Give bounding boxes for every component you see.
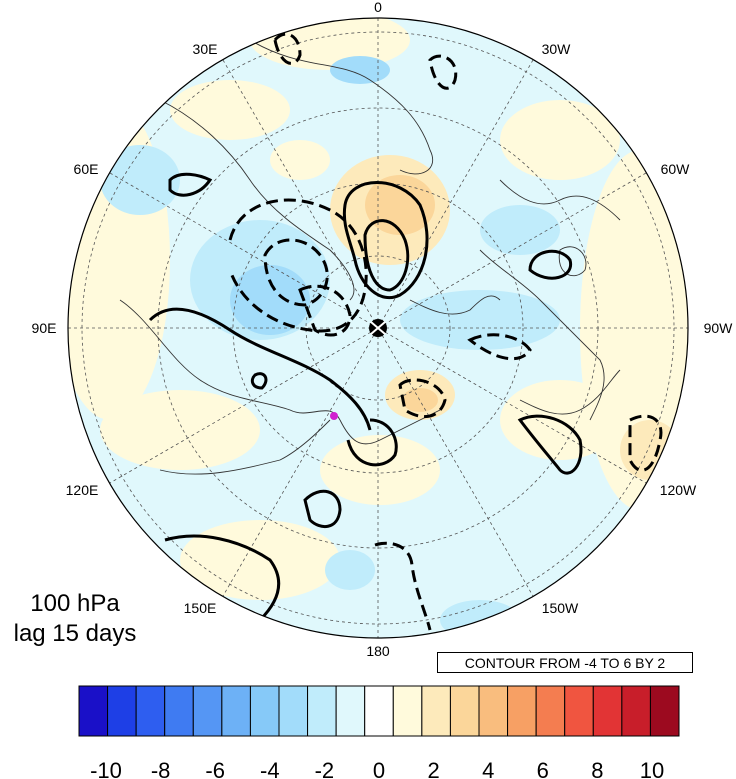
colorbar-box: [592, 685, 623, 737]
colorbar-box: [164, 685, 194, 737]
colorbar-box: [507, 685, 537, 737]
lon-label-150E: 150E: [184, 600, 217, 616]
title-line-lag: lag 15 days: [13, 620, 137, 647]
colorbar-tick-label: 10: [640, 758, 664, 779]
colorbar-tick-label: -10: [90, 758, 122, 779]
colorbar-box: [107, 685, 137, 737]
colorbar-tick-label: 0: [373, 758, 385, 779]
colorbar-box: [78, 685, 109, 737]
lon-label-60W: 60W: [661, 161, 691, 177]
colorbar-box: [421, 685, 451, 737]
graticule: [68, 18, 688, 638]
colorbar-box: [364, 685, 394, 737]
lon-label-90E: 90E: [32, 320, 57, 336]
lon-label-60E: 60E: [74, 161, 99, 177]
colorbar-box: [192, 685, 223, 737]
lon-label-0: 0: [374, 0, 382, 15]
location-marker: [330, 412, 338, 420]
colorbar-box: [478, 685, 509, 737]
colorbar-tick-label: -2: [315, 758, 335, 779]
colorbar-tick-label: -6: [205, 758, 225, 779]
lon-label-120W: 120W: [660, 482, 697, 498]
plot-title: 100 hPa lag 15 days: [0, 590, 170, 647]
map-border: [67, 17, 689, 639]
colorbar-box: [135, 685, 166, 737]
north-pole-marker: [369, 319, 387, 337]
colorbar-box: [392, 685, 423, 737]
lon-label-30W: 30W: [542, 41, 572, 57]
colorbar-tick-label: -8: [151, 758, 171, 779]
lon-label-150W: 150W: [542, 600, 579, 616]
colorbar-box: [307, 685, 337, 737]
colorbar-box: [449, 685, 480, 737]
colorbar-tick-labels: -10 -8 -6 -4 -2 0 2 4 6 8 10: [90, 758, 664, 779]
colorbar-box: [564, 685, 594, 737]
colorbar-box: [278, 685, 309, 737]
colorbar-tick-label: 6: [537, 758, 549, 779]
negative-contours: [228, 32, 663, 631]
colorbar-tick-label: 8: [591, 758, 603, 779]
colorbar-box: [335, 685, 366, 737]
colorbar-tick-label: 4: [482, 758, 494, 779]
colorbar-tick-label: -4: [260, 758, 280, 779]
colorbar-box: [621, 685, 651, 737]
colorbar-box: [221, 685, 251, 737]
positive-contours: [148, 172, 583, 622]
lon-label-180: 180: [366, 643, 390, 659]
colorbar-tick-label: 2: [427, 758, 439, 779]
colorbar-box: [649, 685, 680, 737]
lon-label-30E: 30E: [193, 41, 218, 57]
coastlines: [119, 39, 621, 475]
lon-label-120E: 120E: [66, 482, 99, 498]
colorbar-box: [535, 685, 566, 737]
contour-info-box: CONTOUR FROM -4 TO 6 BY 2: [437, 652, 693, 673]
colorbar: [78, 685, 680, 737]
longitude-labels: 0 30E 60E 90E 120E 150E 180 150W 120W 90…: [32, 0, 734, 659]
colorbar-box: [249, 685, 280, 737]
lon-label-90W: 90W: [704, 320, 734, 336]
title-line-level: 100 hPa: [30, 590, 120, 617]
